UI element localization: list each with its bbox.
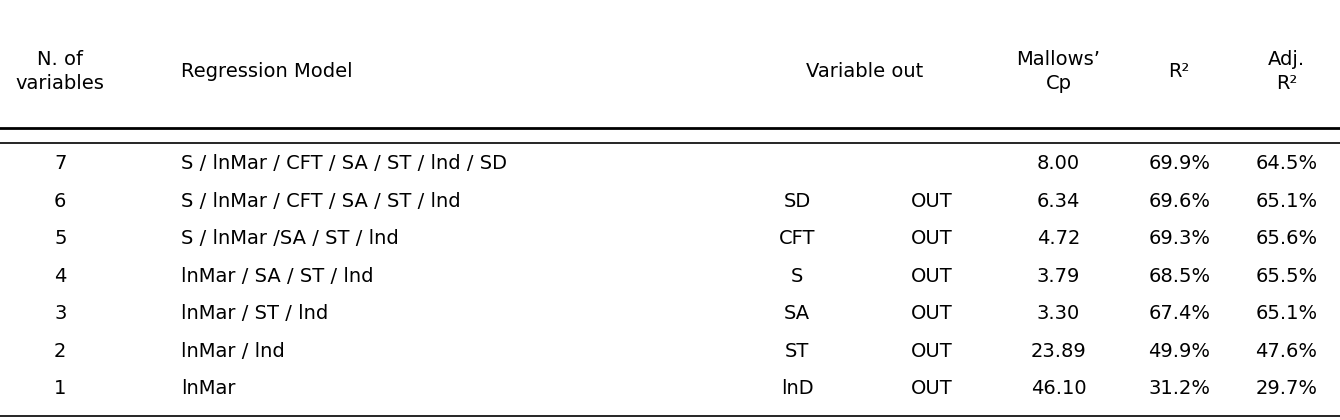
Text: lnD: lnD	[781, 379, 813, 398]
Text: S: S	[791, 267, 804, 286]
Text: S / lnMar /SA / ST / lnd: S / lnMar /SA / ST / lnd	[181, 229, 399, 248]
Text: 4: 4	[54, 267, 67, 286]
Text: OUT: OUT	[910, 341, 953, 361]
Text: 65.1%: 65.1%	[1256, 192, 1317, 211]
Text: OUT: OUT	[910, 379, 953, 398]
Text: 65.5%: 65.5%	[1256, 267, 1317, 286]
Text: Adj.
R²: Adj. R²	[1268, 50, 1305, 93]
Text: 3.79: 3.79	[1037, 267, 1080, 286]
Text: 23.89: 23.89	[1030, 341, 1087, 361]
Text: 67.4%: 67.4%	[1148, 304, 1210, 323]
Text: 69.3%: 69.3%	[1148, 229, 1210, 248]
Text: 5: 5	[54, 229, 67, 248]
Text: 65.6%: 65.6%	[1256, 229, 1317, 248]
Text: 7: 7	[54, 154, 67, 173]
Text: 2: 2	[54, 341, 67, 361]
Text: CFT: CFT	[779, 229, 816, 248]
Text: 8.00: 8.00	[1037, 154, 1080, 173]
Text: 3.30: 3.30	[1037, 304, 1080, 323]
Text: Mallows’
Cp: Mallows’ Cp	[1017, 50, 1100, 93]
Text: lnMar / SA / ST / lnd: lnMar / SA / ST / lnd	[181, 267, 374, 286]
Text: N. of
variables: N. of variables	[16, 50, 105, 93]
Text: lnMar: lnMar	[181, 379, 236, 398]
Text: lnMar / ST / lnd: lnMar / ST / lnd	[181, 304, 328, 323]
Text: 6: 6	[54, 192, 67, 211]
Text: 49.9%: 49.9%	[1148, 341, 1210, 361]
Text: 31.2%: 31.2%	[1148, 379, 1210, 398]
Text: 69.9%: 69.9%	[1148, 154, 1210, 173]
Text: R²: R²	[1168, 62, 1190, 81]
Text: OUT: OUT	[910, 267, 953, 286]
Text: 65.1%: 65.1%	[1256, 304, 1317, 323]
Text: Regression Model: Regression Model	[181, 62, 352, 81]
Text: OUT: OUT	[910, 192, 953, 211]
Text: S / lnMar / CFT / SA / ST / lnd / SD: S / lnMar / CFT / SA / ST / lnd / SD	[181, 154, 507, 173]
Text: ST: ST	[785, 341, 809, 361]
Text: 46.10: 46.10	[1030, 379, 1087, 398]
Text: 47.6%: 47.6%	[1256, 341, 1317, 361]
Text: 29.7%: 29.7%	[1256, 379, 1317, 398]
Text: 3: 3	[54, 304, 67, 323]
Text: 6.34: 6.34	[1037, 192, 1080, 211]
Text: SA: SA	[784, 304, 811, 323]
Text: SD: SD	[784, 192, 811, 211]
Text: OUT: OUT	[910, 229, 953, 248]
Text: 69.6%: 69.6%	[1148, 192, 1210, 211]
Text: OUT: OUT	[910, 304, 953, 323]
Text: 68.5%: 68.5%	[1148, 267, 1210, 286]
Text: 1: 1	[54, 379, 67, 398]
Text: Variable out: Variable out	[805, 62, 923, 81]
Text: 64.5%: 64.5%	[1256, 154, 1317, 173]
Text: lnMar / lnd: lnMar / lnd	[181, 341, 284, 361]
Text: S / lnMar / CFT / SA / ST / lnd: S / lnMar / CFT / SA / ST / lnd	[181, 192, 461, 211]
Text: 4.72: 4.72	[1037, 229, 1080, 248]
